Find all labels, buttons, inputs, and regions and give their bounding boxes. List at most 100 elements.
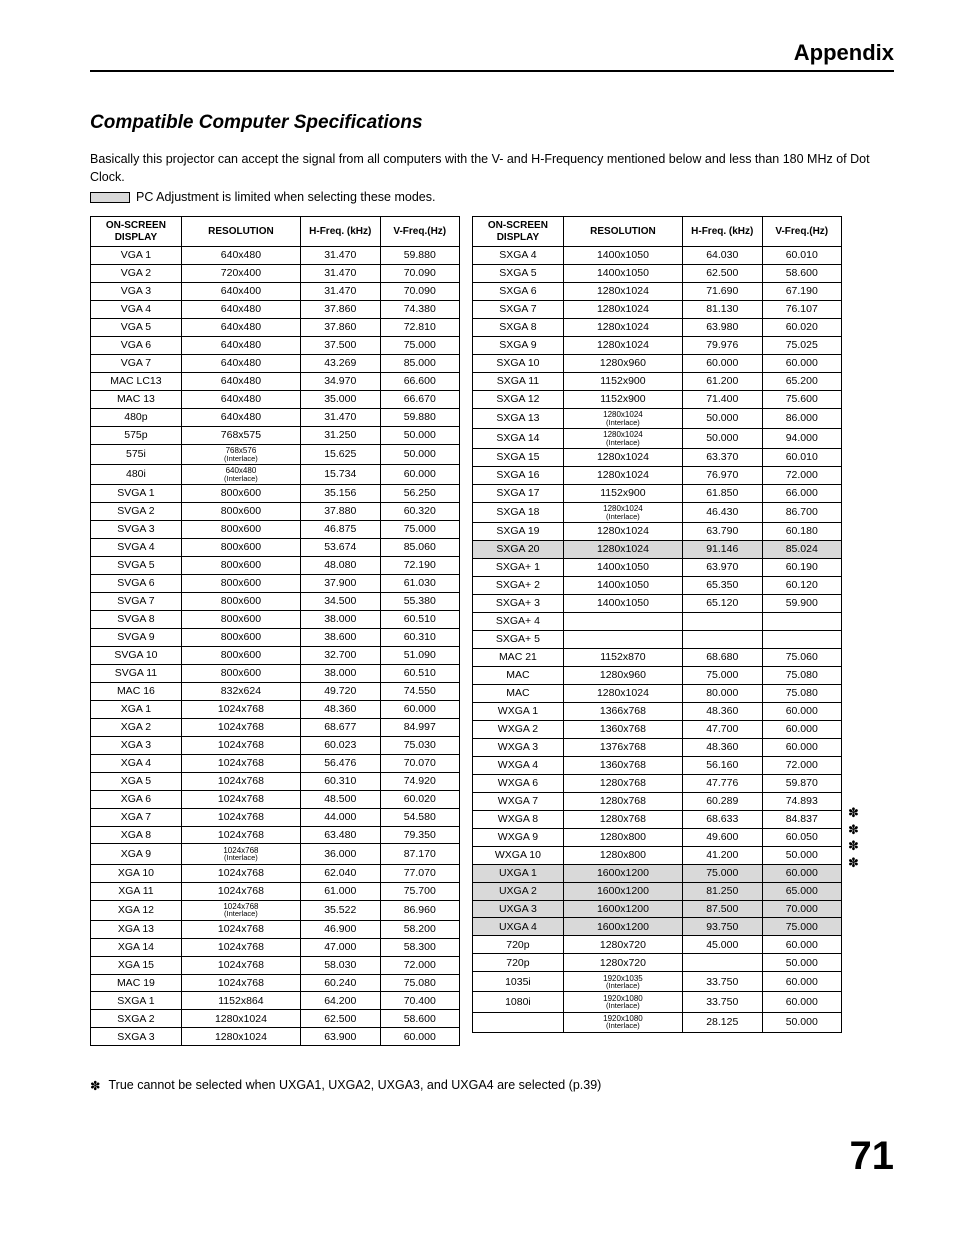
table-row: SVGA 6800x60037.90061.030: [91, 574, 460, 592]
table-row: XGA 71024x76844.00054.580: [91, 808, 460, 826]
table-row: XGA 101024x76862.04077.070: [91, 864, 460, 882]
table-row: XGA 91024x768(Interlace)36.00087.170: [91, 844, 460, 864]
table-row: MAC1280x102480.00075.080: [473, 684, 842, 702]
legend-swatch: [90, 192, 130, 203]
table-row: VGA 5640x48037.86072.810: [91, 319, 460, 337]
table-row: VGA 2720x40031.47070.090: [91, 265, 460, 283]
col-res: RESOLUTION: [563, 217, 682, 247]
section-title: Compatible Computer Specifications: [90, 112, 894, 134]
table-row: SXGA 201280x102491.14685.024: [473, 541, 842, 559]
footnote-text: True cannot be selected when UXGA1, UXGA…: [108, 1078, 601, 1094]
table-row: SXGA 131280x1024(Interlace)50.00086.000: [473, 408, 842, 428]
table-row: MAC LC13640x48034.97066.600: [91, 373, 460, 391]
col-res: RESOLUTION: [181, 217, 300, 247]
col-hf: H-Freq. (kHz): [301, 217, 380, 247]
table-row: SVGA 2800x60037.88060.320: [91, 503, 460, 521]
table-row: VGA 3640x40031.47070.090: [91, 283, 460, 301]
table-row: XGA 11024x76848.36060.000: [91, 700, 460, 718]
table-row: VGA 1640x48031.47059.880: [91, 247, 460, 265]
table-row: SXGA+ 31400x105065.12059.900: [473, 595, 842, 613]
appendix-header: Appendix: [90, 40, 894, 72]
table-row: SVGA 1800x60035.15656.250: [91, 485, 460, 503]
table-row: WXGA 41360x76856.16072.000: [473, 756, 842, 774]
footnote-glyph: ✽: [90, 1078, 100, 1094]
table-row: SXGA 81280x102463.98060.020: [473, 319, 842, 337]
table-row: SXGA+ 5: [473, 630, 842, 648]
table-row: SXGA 141280x1024(Interlace)50.00094.000: [473, 429, 842, 449]
table-row: SXGA 21280x102462.50058.600: [91, 1010, 460, 1028]
table-row: MAC 16832x62449.72074.550: [91, 682, 460, 700]
tables-container: ON-SCREEN DISPLAY RESOLUTION H-Freq. (kH…: [90, 216, 894, 1046]
table-row: SXGA 111152x90061.20065.200: [473, 373, 842, 391]
col-vf: V-Freq.(Hz): [762, 217, 842, 247]
table-row: VGA 4640x48037.86074.380: [91, 301, 460, 319]
table-row: 720p1280x72045.00060.000: [473, 936, 842, 954]
table-row: WXGA 71280x76860.28974.893: [473, 792, 842, 810]
table-row: SXGA 171152x90061.85066.000: [473, 485, 842, 503]
table-row: XGA 141024x76847.00058.300: [91, 938, 460, 956]
table-row: SXGA 51400x105062.50058.600: [473, 265, 842, 283]
col-osd: ON-SCREEN DISPLAY: [473, 217, 564, 247]
col-hf: H-Freq. (kHz): [683, 217, 762, 247]
table-row: SVGA 5800x60048.08072.190: [91, 556, 460, 574]
table-row: WXGA 61280x76847.77659.870: [473, 774, 842, 792]
table-row: XGA 51024x76860.31074.920: [91, 772, 460, 790]
table-row: MAC1280x96075.00075.080: [473, 666, 842, 684]
table-row: WXGA 81280x76868.63384.837: [473, 810, 842, 828]
table-row: WXGA 21360x76847.70060.000: [473, 720, 842, 738]
table-row: SVGA 9800x60038.60060.310: [91, 628, 460, 646]
table-row: 1920x1080(Interlace)28.12550.000: [473, 1012, 842, 1032]
table-row: 720p1280x72050.000: [473, 954, 842, 972]
table-row: XGA 41024x76856.47670.070: [91, 754, 460, 772]
col-vf: V-Freq.(Hz): [380, 217, 460, 247]
table-row: SXGA 191280x102463.79060.180: [473, 523, 842, 541]
page-number: 71: [90, 1134, 894, 1179]
table-row: SXGA 161280x102476.97072.000: [473, 467, 842, 485]
table-row: VGA 6640x48037.50075.000: [91, 337, 460, 355]
intro-text: Basically this projector can accept the …: [90, 150, 894, 186]
footnote: ✽ True cannot be selected when UXGA1, UX…: [90, 1078, 894, 1094]
table-row: SXGA 151280x102463.37060.010: [473, 449, 842, 467]
table-row: XGA 151024x76858.03072.000: [91, 956, 460, 974]
table-row: UXGA 21600x120081.25065.000: [473, 882, 842, 900]
table-row: WXGA 101280x80041.20050.000: [473, 846, 842, 864]
table-row: 1080i1920x1080(Interlace)33.75060.000: [473, 992, 842, 1012]
spec-table-right: ON-SCREEN DISPLAY RESOLUTION H-Freq. (kH…: [472, 216, 842, 1032]
table-row: 480i640x480(Interlace)15.73460.000: [91, 465, 460, 485]
table-row: WXGA 91280x80049.60060.050: [473, 828, 842, 846]
table-row: SXGA 31280x102463.90060.000: [91, 1028, 460, 1046]
table-row: VGA 7640x48043.26985.000: [91, 355, 460, 373]
table-row: UXGA 41600x120093.75075.000: [473, 918, 842, 936]
table-row: SXGA 121152x90071.40075.600: [473, 391, 842, 409]
table-row: SXGA 181280x1024(Interlace)46.43086.700: [473, 503, 842, 523]
table-row: MAC 191024x76860.24075.080: [91, 974, 460, 992]
table-row: SXGA 91280x102479.97675.025: [473, 337, 842, 355]
table-row: XGA 21024x76868.67784.997: [91, 718, 460, 736]
table-row: SVGA 10800x60032.70051.090: [91, 646, 460, 664]
legend-text: PC Adjustment is limited when selecting …: [136, 190, 435, 204]
table-row: XGA 131024x76846.90058.200: [91, 920, 460, 938]
table-row: UXGA 31600x120087.50070.000: [473, 900, 842, 918]
spec-table-left: ON-SCREEN DISPLAY RESOLUTION H-Freq. (kH…: [90, 216, 460, 1046]
table-row: SXGA 41400x105064.03060.010: [473, 247, 842, 265]
table-row: XGA 61024x76848.50060.020: [91, 790, 460, 808]
table-row: MAC 13640x48035.00066.670: [91, 391, 460, 409]
table-row: XGA 81024x76863.48079.350: [91, 826, 460, 844]
table-row: SXGA+ 11400x105063.97060.190: [473, 559, 842, 577]
table-row: SVGA 4800x60053.67485.060: [91, 539, 460, 557]
asterisk-column: ✽✽✽✽: [848, 216, 859, 1032]
table-row: XGA 111024x76861.00075.700: [91, 882, 460, 900]
table-row: 575i768x576(Interlace)15.62550.000: [91, 444, 460, 464]
table-row: SVGA 11800x60038.00060.510: [91, 664, 460, 682]
table-row: SXGA 11152x86464.20070.400: [91, 992, 460, 1010]
table-row: SVGA 7800x60034.50055.380: [91, 592, 460, 610]
table-row: SXGA+ 4: [473, 613, 842, 631]
table-row: 575p768x57531.25050.000: [91, 426, 460, 444]
table-row: MAC 211152x87068.68075.060: [473, 648, 842, 666]
table-row: WXGA 31376x76848.36060.000: [473, 738, 842, 756]
table-row: SXGA 101280x96060.00060.000: [473, 355, 842, 373]
table-row: SXGA 61280x102471.69067.190: [473, 283, 842, 301]
table-row: UXGA 11600x120075.00060.000: [473, 864, 842, 882]
table-row: WXGA 11366x76848.36060.000: [473, 702, 842, 720]
table-row: SVGA 3800x60046.87575.000: [91, 521, 460, 539]
